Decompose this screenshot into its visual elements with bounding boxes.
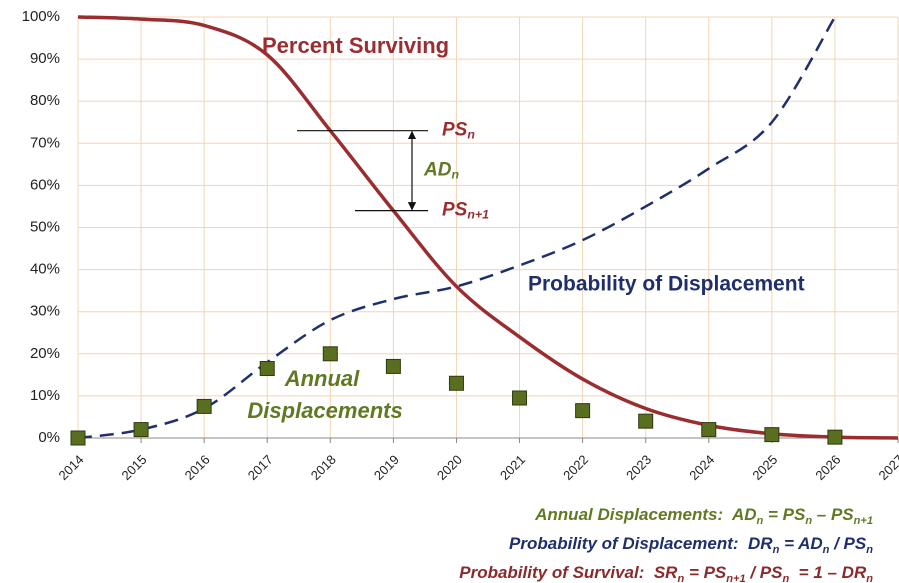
subscript: n (866, 573, 873, 583)
x-tick-label: 2018 (308, 452, 339, 483)
y-tick-label: 100% (22, 8, 60, 25)
x-tick-label: 2027 (875, 452, 899, 483)
text: = PS (684, 563, 727, 582)
x-tick-label: 2022 (560, 452, 591, 483)
subscript: n (823, 544, 830, 556)
text: = AD (779, 534, 822, 553)
x-tick-label: 2021 (497, 452, 528, 483)
text: PS (442, 200, 468, 221)
marker (259, 361, 275, 377)
subscript: n (757, 515, 764, 527)
text: / PS (829, 534, 867, 553)
text: – PS (812, 505, 854, 524)
x-tick-label: 2016 (182, 452, 213, 483)
subscript: n (467, 128, 475, 142)
marker (448, 375, 464, 391)
grid (77, 16, 899, 439)
subscript: n (451, 168, 459, 182)
series-line (77, 15, 899, 440)
x-tick-label: 2017 (245, 452, 276, 483)
x-tick-label: 2024 (686, 452, 717, 483)
text: = 1 – DR (789, 563, 867, 582)
marker (70, 430, 86, 446)
subscript: n (866, 544, 873, 556)
subscript: n+1 (467, 208, 489, 222)
series-label: Percent Surviving (262, 33, 449, 58)
marker (575, 403, 591, 419)
subscript: n (677, 573, 684, 583)
marker (701, 422, 717, 438)
y-tick-label: 50% (30, 218, 60, 235)
subscript: n (773, 544, 780, 556)
annotation: Probability of Survival: SRn = PSn+1 / P… (459, 563, 873, 583)
x-tick-label: 2025 (749, 452, 780, 483)
y-tick-label: 10% (30, 387, 60, 404)
y-tick-label: 60% (30, 176, 60, 193)
subscript: n (782, 573, 789, 583)
annotation: Probability of Displacement: DRn = ADn /… (509, 534, 873, 555)
annotation: PSn (442, 120, 475, 142)
series-label: Probability of Displacement (528, 273, 805, 296)
marker (385, 358, 401, 374)
text: Probability of Survival: SR (459, 563, 678, 582)
y-tick-label: 90% (30, 50, 60, 67)
text: PS (442, 120, 468, 141)
annotation: Annual Displacements: ADn = PSn – PSn+1 (534, 505, 873, 526)
text: / PS (746, 563, 784, 582)
y-tick-label: 40% (30, 261, 60, 278)
marker (133, 422, 149, 438)
x-tick-label: 2019 (371, 452, 402, 483)
x-tick-label: 2015 (119, 452, 150, 483)
y-tick-label: 80% (30, 92, 60, 109)
y-tick-label: 70% (30, 134, 60, 151)
y-tick-label: 0% (38, 429, 60, 446)
subscript: n (805, 515, 812, 527)
annotation: ADn (423, 160, 459, 182)
annotation: PSn+1 (442, 200, 489, 222)
marker (638, 413, 654, 429)
axes: 0% 10% 20% 30% 40% 50% 60% 70% 80% 90% 100% 2014 201… (22, 8, 899, 483)
y-tick-label: 20% (30, 345, 60, 362)
text: = PS (763, 505, 806, 524)
x-tick-label: 2020 (434, 452, 465, 483)
subscript: n+1 (726, 573, 745, 583)
marks (70, 15, 899, 446)
marker (512, 390, 528, 406)
text: Probability of Displacement: DR (509, 534, 773, 553)
marker (827, 429, 843, 445)
x-tick-label: 2014 (55, 452, 86, 483)
series-label: Annual Displacements (241, 366, 402, 423)
marker (322, 346, 338, 362)
subscript: n+1 (854, 515, 873, 527)
annotations: Percent Surviving Probability of Displace… (241, 33, 873, 583)
y-tick-label: 30% (30, 303, 60, 320)
x-tick-label: 2023 (623, 452, 654, 483)
text: Annual Displacements: AD (534, 505, 756, 524)
marker (764, 427, 780, 443)
marker (196, 398, 212, 414)
x-tick-label: 2026 (812, 452, 843, 483)
text: AD (423, 160, 452, 181)
